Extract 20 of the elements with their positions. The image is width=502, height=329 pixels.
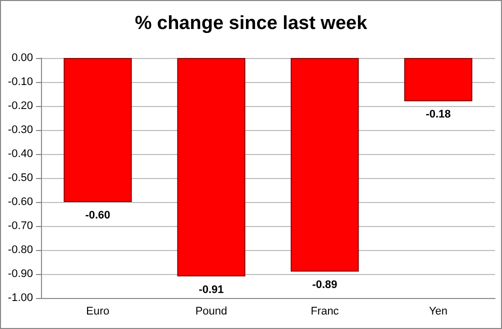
y-tick-label: -0.80 — [8, 244, 33, 256]
data-label: -0.18 — [426, 108, 451, 121]
y-tick-label: -0.10 — [8, 76, 33, 88]
y-tick-label: -0.60 — [8, 196, 33, 208]
y-tick-label: -0.30 — [8, 124, 33, 136]
chart-title: % change since last week — [134, 13, 368, 34]
y-tick-label: -0.20 — [8, 100, 33, 112]
y-tick-label: -0.40 — [8, 148, 33, 160]
x-tick-label: Yen — [428, 306, 448, 318]
x-tick-label: Euro — [86, 306, 110, 318]
data-label: -0.60 — [85, 210, 110, 222]
y-tick-label: -0.90 — [8, 268, 33, 280]
y-tick-label: -0.70 — [8, 220, 33, 232]
y-tick-label: 0.00 — [12, 52, 33, 64]
data-label: -0.89 — [312, 279, 338, 292]
data-label: -0.91 — [198, 284, 224, 296]
x-tick-label: Franc — [310, 306, 340, 318]
y-tick-label: -1.00 — [8, 292, 33, 304]
x-tick-label: Pound — [195, 306, 228, 318]
y-tick-label: -0.50 — [8, 172, 33, 184]
